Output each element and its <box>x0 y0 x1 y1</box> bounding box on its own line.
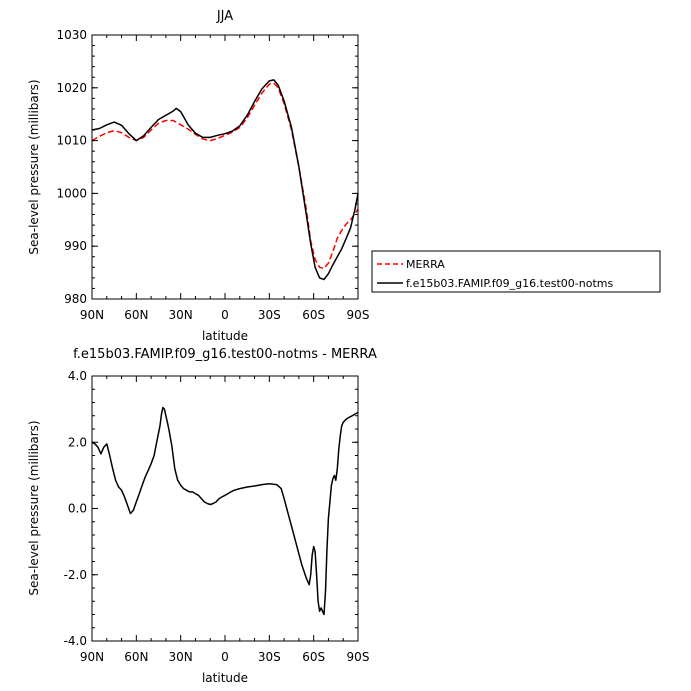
y-tick-label: 1010 <box>56 134 87 148</box>
top-panel: JJA 90N 60N 30N 0 30S 60S 90S 980 990 1000 1010 10… <box>27 9 661 343</box>
y-tick-label: 1020 <box>56 81 87 95</box>
top-chart-title: JJA <box>216 9 233 24</box>
bottom-y-axis-title: Sea-level pressure (millibars) <box>27 420 41 595</box>
x-tick-label: 30S <box>258 308 281 322</box>
top-x-axis: 90N 60N 30N 0 30S 60S 90S <box>80 35 370 322</box>
x-tick-label: 90N <box>80 650 104 664</box>
legend-label-model: f.e15b03.FAMIP.f09_g16.test00-notms <box>406 277 613 290</box>
legend-box <box>371 250 661 293</box>
top-plot-frame <box>91 34 359 300</box>
y-tick-label: 1030 <box>56 28 87 42</box>
y-tick-label: 4.0 <box>68 369 87 383</box>
x-tick-label: 90S <box>347 650 370 664</box>
x-tick-label: 30N <box>169 650 193 664</box>
x-tick-label: 90S <box>347 308 370 322</box>
x-tick-label: 60N <box>124 308 148 322</box>
x-tick-label: 60S <box>302 650 325 664</box>
series-line-model <box>91 406 359 616</box>
top-y-axis-title: Sea-level pressure (millibars) <box>27 79 41 254</box>
x-tick-label: 0 <box>221 650 229 664</box>
x-tick-label: 30N <box>169 308 193 322</box>
x-tick-label: 30S <box>258 650 281 664</box>
top-chart-series <box>91 79 359 281</box>
series-line-merra <box>91 82 359 270</box>
y-tick-label: 1000 <box>56 186 87 200</box>
x-tick-label: 90N <box>80 308 104 322</box>
x-tick-label: 60N <box>124 650 148 664</box>
bottom-chart-series <box>91 406 359 616</box>
bottom-y-axis: -4.0 -2.0 0.0 2.0 4.0 <box>64 369 358 648</box>
x-tick-label: 60S <box>302 308 325 322</box>
bottom-panel: f.e15b03.FAMIP.f09_g16.test00-notms - ME… <box>27 347 377 685</box>
y-tick-label: 2.0 <box>68 435 87 449</box>
bottom-chart-title: f.e15b03.FAMIP.f09_g16.test00-notms - ME… <box>73 347 377 362</box>
x-tick-label: 0 <box>221 308 229 322</box>
bottom-x-axis: 90N 60N 30N 0 30S 60S 90S <box>80 376 370 664</box>
legend-label-merra: MERRA <box>406 258 445 271</box>
y-tick-label: -2.0 <box>64 568 87 582</box>
y-tick-label: 980 <box>64 292 87 306</box>
y-tick-label: 0.0 <box>68 502 87 516</box>
top-y-axis: 980 990 1000 1010 1020 1030 <box>56 28 358 306</box>
y-tick-label: 990 <box>64 239 87 253</box>
bottom-x-axis-title: latitude <box>202 671 248 685</box>
top-x-axis-title: latitude <box>202 329 248 343</box>
y-tick-label: -4.0 <box>64 634 87 648</box>
legend: MERRA f.e15b03.FAMIP.f09_g16.test00-notm… <box>371 250 661 293</box>
series-line-model <box>91 79 359 281</box>
